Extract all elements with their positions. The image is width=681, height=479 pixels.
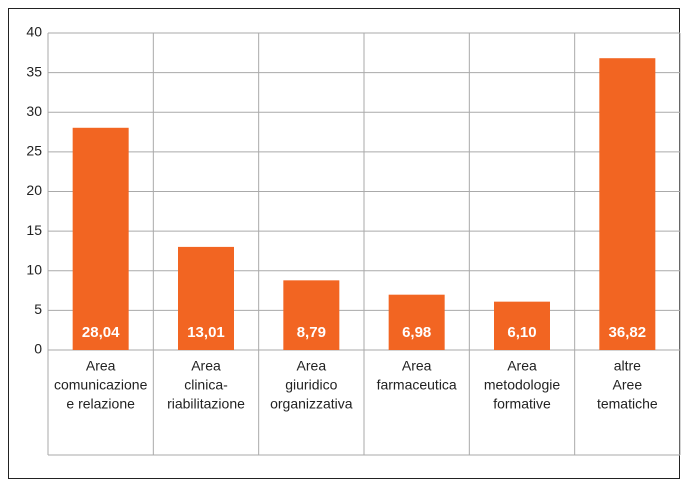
x-tick-label: e relazione [66,396,135,412]
x-tick-label: Area [191,358,221,374]
x-tick-label: clinica- [184,377,228,393]
y-tick-label: 10 [26,261,42,277]
x-tick-label: Area [402,358,432,374]
bar [388,294,445,350]
x-tick-label: Aree [613,377,643,393]
x-tick-label: farmaceutica [377,377,457,393]
y-tick-label: 15 [26,222,42,238]
bar [283,280,340,350]
x-tick-label: riabilitazione [167,396,245,412]
y-tick-label: 35 [26,63,42,79]
x-tick-label: metodologie [484,377,560,393]
bar [599,58,656,350]
y-tick-label: 0 [34,341,42,357]
y-tick-label: 5 [34,301,42,317]
x-tick-label: tematiche [597,396,658,412]
x-tick-label: Area [507,358,537,374]
bar [494,301,550,350]
value-label: 8,79 [297,324,326,341]
bar [72,127,129,351]
y-tick-label: 20 [26,182,42,198]
value-label: 28,04 [82,324,120,341]
x-tick-label: Area [297,358,327,374]
value-label: 6,10 [507,324,536,341]
y-tick-label: 40 [26,24,42,40]
y-tick-label: 30 [26,103,42,119]
y-tick-label: 25 [26,143,42,159]
x-tick-label: formative [493,396,551,412]
bar [178,246,234,350]
x-tick-label: comunicazione [54,377,148,393]
x-tick-label: Area [86,358,116,374]
value-label: 6,98 [402,324,431,341]
value-label: 36,82 [609,324,647,341]
x-tick-label: organizzativa [270,396,353,412]
value-label: 13,01 [187,324,225,341]
x-tick-label: altre [614,358,641,374]
x-tick-label: giuridico [285,377,337,393]
